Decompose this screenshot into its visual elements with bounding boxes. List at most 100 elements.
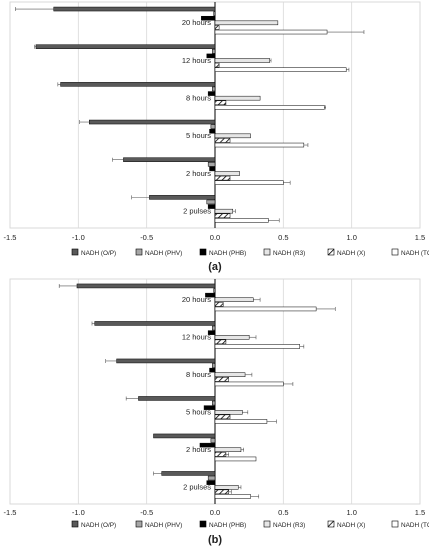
category-label: 5 hours — [186, 408, 211, 417]
legend-label: NADH (O/P) — [81, 250, 116, 257]
category-label: 8 hours — [186, 370, 211, 379]
bar-nadh-phb-5-hours — [203, 405, 216, 410]
bar-nadh-tca-12-hours — [214, 344, 300, 349]
bar-nadh-r3-20-hours — [214, 297, 254, 302]
bar-nadh-r3-2-hours — [214, 171, 240, 176]
legend-label: NADH (PHB) — [209, 522, 246, 529]
x-tick-label: 0.5 — [278, 233, 288, 242]
legend-label: NADH (TCA) — [401, 522, 429, 529]
x-tick-label: 1.5 — [415, 233, 425, 242]
legend-swatch — [327, 248, 335, 256]
legend-item-nadh-o-p: NADH (O/P) — [71, 520, 116, 529]
legend-label: NADH (PHB) — [209, 250, 246, 257]
bar-nadh-r3-2-hours — [214, 447, 242, 452]
legend-swatch — [199, 248, 207, 256]
bar-nadh-o-p-12-hours — [94, 321, 216, 326]
legend-item-nadh-x: NADH (X) — [327, 520, 365, 529]
legend-label: NADH (X) — [337, 250, 365, 257]
legend-swatch — [71, 248, 79, 256]
panel-label: (b) — [208, 534, 222, 546]
legend-item-nadh-tca: NADH (TCA) — [391, 520, 429, 529]
legend-swatch — [71, 520, 79, 528]
bar-nadh-x-20-hours — [214, 302, 224, 307]
legend-item-nadh-phv: NADH (PHV) — [135, 520, 182, 529]
category-label: 8 hours — [186, 93, 211, 102]
bar-nadh-x-5-hours — [214, 138, 231, 143]
bar-nadh-r3-8-hours — [214, 95, 261, 101]
category-label: 2 pulses — [183, 483, 211, 492]
bar-nadh-phv-2-pulses — [207, 475, 216, 481]
bar-nadh-r3-5-hours — [214, 410, 243, 415]
bar-nadh-tca-2-pulses — [214, 494, 251, 499]
bar-nadh-r3-2-pulses — [214, 208, 234, 214]
bar-nadh-x-2-hours — [214, 175, 231, 181]
category-label: 12 hours — [182, 333, 211, 342]
legend-swatch — [135, 520, 143, 528]
bar-nadh-tca-2-pulses — [214, 218, 269, 223]
bar-nadh-phv-2-pulses — [206, 199, 216, 205]
x-tick-label: -0.5 — [140, 233, 153, 242]
bar-nadh-x-2-pulses — [214, 489, 229, 495]
bar-nadh-tca-8-hours — [214, 105, 325, 110]
legend-label: NADH (R3) — [273, 250, 305, 257]
bar-nadh-phb-2-pulses — [206, 480, 216, 485]
x-tick-label: -1.5 — [4, 508, 17, 517]
bar-nadh-phv-8-hours — [212, 86, 216, 92]
legend-swatch — [263, 248, 271, 256]
bar-nadh-o-p-2-hours — [123, 157, 216, 162]
legend-item-nadh-x: NADH (X) — [327, 248, 365, 257]
legend-label: NADH (TCA) — [401, 250, 429, 257]
legend-item-nadh-phb: NADH (PHB) — [199, 248, 246, 257]
x-tick-label: -1.0 — [72, 233, 85, 242]
bar-nadh-phv-5-hours — [212, 400, 216, 406]
bar-nadh-o-p-8-hours — [60, 82, 216, 87]
legend-swatch — [391, 248, 399, 256]
x-tick-label: 0.0 — [210, 508, 220, 517]
x-tick-label: 1.0 — [346, 233, 356, 242]
bar-nadh-phb-2-pulses — [207, 204, 216, 209]
x-tick-label: -0.5 — [140, 508, 153, 517]
bar-nadh-tca-5-hours — [214, 142, 305, 148]
bar-nadh-phb-20-hours — [205, 292, 216, 298]
bar-nadh-o-p-20-hours — [53, 6, 216, 12]
chart-panel-b: -1.5 -1.0 -0.5 0.0 0.5 1.0 1.5 20 hours 12 hours… — [4, 278, 429, 546]
bar-nadh-x-2-pulses — [214, 213, 231, 219]
bar-nadh-phb-12-hours — [206, 53, 216, 59]
bar-nadh-tca-20-hours — [214, 306, 317, 312]
x-tick-label: 1.5 — [415, 508, 425, 517]
legend-label: NADH (PHV) — [145, 250, 182, 257]
bar-nadh-phv-12-hours — [212, 49, 216, 54]
bar-nadh-phv-8-hours — [212, 363, 216, 368]
bar-nadh-o-p-8-hours — [116, 358, 216, 364]
bar-nadh-r3-8-hours — [214, 372, 246, 377]
x-tick-label: -1.5 — [4, 233, 17, 242]
bar-nadh-r3-20-hours — [214, 20, 279, 26]
x-tick-label: 0.0 — [210, 233, 220, 242]
bar-nadh-x-2-hours — [214, 452, 227, 457]
legend-item-nadh-o-p: NADH (O/P) — [71, 248, 116, 257]
panel-label: (a) — [208, 261, 222, 273]
bar-nadh-o-p-2-pulses — [161, 471, 216, 476]
bar-nadh-tca-5-hours — [214, 419, 268, 424]
legend-item-nadh-phv: NADH (PHV) — [135, 248, 182, 257]
bar-nadh-phv-20-hours — [213, 288, 216, 293]
legend-swatch — [327, 520, 335, 528]
legend-label: NADH (O/P) — [81, 522, 116, 529]
bar-nadh-phv-12-hours — [212, 325, 216, 331]
x-tick-label: -1.0 — [72, 508, 85, 517]
category-label: 20 hours — [182, 18, 211, 27]
bar-nadh-x-8-hours — [214, 100, 227, 106]
bar-nadh-x-12-hours — [214, 62, 220, 68]
bar-nadh-x-8-hours — [214, 377, 229, 382]
category-label: 2 hours — [186, 169, 211, 178]
bar-nadh-phb-12-hours — [207, 330, 216, 335]
bar-nadh-o-p-5-hours — [138, 396, 216, 401]
legend-swatch — [263, 520, 271, 528]
legend-label: NADH (R3) — [273, 522, 305, 529]
chart-panel-a: -1.5 -1.0 -0.5 0.0 0.5 1.0 1.5 20 hours 12 hours… — [4, 1, 429, 273]
bar-nadh-phb-8-hours — [209, 367, 216, 373]
bar-nadh-o-p-2-pulses — [149, 195, 216, 200]
bar-nadh-o-p-12-hours — [35, 44, 216, 49]
bar-nadh-tca-12-hours — [214, 67, 347, 72]
bar-nadh-tca-2-hours — [214, 180, 284, 185]
